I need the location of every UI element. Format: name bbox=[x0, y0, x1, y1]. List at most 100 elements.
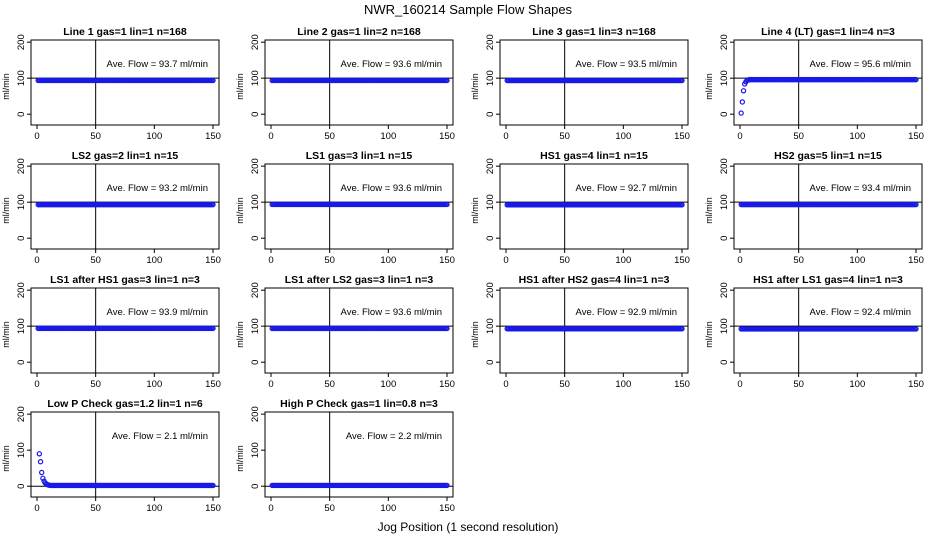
y-tick-label: 0 bbox=[719, 360, 730, 365]
panel-grid: Line 1 gas=1 lin=1 n=168 0 50 100 150 0 100 200… bbox=[1, 26, 924, 514]
x-tick-label: 100 bbox=[146, 379, 162, 390]
y-tick-label: 200 bbox=[250, 406, 261, 422]
plot-frame bbox=[264, 39, 454, 126]
x-tick-label: 50 bbox=[324, 379, 335, 390]
data-point bbox=[210, 325, 216, 332]
y-tick-label: 0 bbox=[250, 236, 261, 241]
plot-frame bbox=[264, 287, 454, 374]
y-axis-label: ml/min bbox=[470, 197, 480, 224]
y-tick-label: 100 bbox=[485, 194, 496, 210]
data-point bbox=[444, 325, 450, 332]
y-tick-label: 100 bbox=[250, 318, 261, 334]
y-axis-label: ml/min bbox=[235, 73, 245, 100]
plot-frame bbox=[499, 163, 689, 250]
average-flow-annotation: Ave. Flow = 93.6 ml/min bbox=[341, 307, 442, 318]
y-tick-label: 200 bbox=[485, 282, 496, 298]
panel-title: LS1 after HS1 gas=3 lin=1 n=3 bbox=[50, 274, 200, 286]
panel-14: High P Check gas=1 lin=0.8 n=3 0 50 100 150 0… bbox=[235, 398, 455, 514]
y-tick-label: 100 bbox=[719, 70, 730, 86]
x-tick-label: 150 bbox=[674, 131, 690, 142]
x-tick-label: 50 bbox=[90, 503, 101, 514]
y-tick-label: 200 bbox=[16, 282, 27, 298]
panel-6: LS1 gas=3 lin=1 n=15 0 50 100 150 0 100 200 ml/m… bbox=[235, 150, 455, 266]
panel-3: Line 3 gas=1 lin=3 n=168 0 50 100 150 0 100 200… bbox=[470, 26, 690, 142]
x-tick-label: 150 bbox=[205, 379, 221, 390]
x-tick-label: 100 bbox=[146, 503, 162, 514]
plot-frame bbox=[30, 411, 220, 498]
x-tick-label: 150 bbox=[439, 255, 455, 266]
average-flow-annotation: Ave. Flow = 92.9 ml/min bbox=[576, 307, 677, 318]
y-tick-label: 100 bbox=[719, 194, 730, 210]
panel-title: Line 4 (LT) gas=1 lin=4 n=3 bbox=[761, 26, 895, 38]
x-tick-label: 150 bbox=[439, 503, 455, 514]
y-axis-label: ml/min bbox=[704, 321, 714, 348]
data-point bbox=[37, 459, 44, 465]
y-tick-label: 100 bbox=[16, 442, 27, 458]
panel-12: HS1 after LS1 gas=4 lin=1 n=3 0 50 100 150 0 1… bbox=[704, 274, 924, 390]
x-tick-label: 0 bbox=[503, 379, 508, 390]
average-flow-annotation: Ave. Flow = 93.9 ml/min bbox=[107, 307, 208, 318]
y-tick-label: 0 bbox=[719, 236, 730, 241]
x-tick-label: 0 bbox=[34, 255, 39, 266]
y-tick-label: 200 bbox=[16, 34, 27, 50]
x-tick-label: 100 bbox=[380, 503, 396, 514]
panel-title: High P Check gas=1 lin=0.8 n=3 bbox=[280, 398, 438, 410]
data-point bbox=[210, 77, 216, 84]
panel-title: LS1 gas=3 lin=1 n=15 bbox=[306, 150, 413, 162]
plot-frame bbox=[733, 163, 923, 250]
data-point bbox=[679, 77, 685, 84]
y-tick-label: 200 bbox=[16, 158, 27, 174]
data-point bbox=[738, 110, 744, 116]
y-tick-label: 0 bbox=[485, 236, 496, 241]
x-tick-label: 0 bbox=[503, 131, 508, 142]
y-tick-label: 200 bbox=[250, 158, 261, 174]
x-tick-label: 50 bbox=[90, 131, 101, 142]
y-tick-label: 200 bbox=[250, 282, 261, 298]
x-tick-label: 50 bbox=[559, 379, 570, 390]
y-tick-label: 100 bbox=[719, 318, 730, 334]
y-tick-label: 100 bbox=[250, 70, 261, 86]
y-axis-label: ml/min bbox=[470, 321, 480, 348]
data-point bbox=[739, 99, 746, 105]
y-tick-label: 100 bbox=[485, 318, 496, 334]
y-tick-label: 100 bbox=[250, 194, 261, 210]
x-tick-label: 0 bbox=[268, 503, 273, 514]
plot-frame bbox=[30, 163, 220, 250]
y-axis-label: ml/min bbox=[1, 73, 11, 100]
x-tick-label: 100 bbox=[849, 255, 865, 266]
x-tick-label: 150 bbox=[205, 503, 221, 514]
panel-7: HS1 gas=4 lin=1 n=15 0 50 100 150 0 100 200 ml/m… bbox=[470, 150, 690, 266]
x-tick-label: 0 bbox=[737, 255, 742, 266]
y-tick-label: 0 bbox=[485, 360, 496, 365]
x-tick-label: 100 bbox=[849, 131, 865, 142]
data-point bbox=[40, 475, 46, 481]
y-tick-label: 100 bbox=[16, 318, 27, 334]
x-tick-label: 50 bbox=[90, 255, 101, 266]
y-tick-label: 100 bbox=[16, 70, 27, 86]
plot-frame bbox=[30, 39, 220, 126]
y-axis-label: ml/min bbox=[1, 445, 11, 472]
y-tick-label: 0 bbox=[16, 484, 27, 489]
y-tick-label: 0 bbox=[16, 236, 27, 241]
average-flow-annotation: Ave. Flow = 92.7 ml/min bbox=[576, 183, 677, 194]
plot-frame bbox=[499, 287, 689, 374]
panel-title: HS2 gas=5 lin=1 n=15 bbox=[774, 150, 882, 162]
y-tick-label: 200 bbox=[250, 34, 261, 50]
x-tick-label: 50 bbox=[793, 255, 804, 266]
panel-title: Line 3 gas=1 lin=3 n=168 bbox=[532, 26, 656, 38]
y-tick-label: 200 bbox=[16, 406, 27, 422]
panel-11: HS1 after HS2 gas=4 lin=1 n=3 0 50 100 150 0 1… bbox=[470, 274, 690, 390]
average-flow-annotation: Ave. Flow = 93.5 ml/min bbox=[576, 59, 677, 70]
x-tick-label: 0 bbox=[737, 379, 742, 390]
y-axis-label: ml/min bbox=[470, 73, 480, 100]
x-tick-label: 0 bbox=[34, 503, 39, 514]
data-point bbox=[740, 88, 747, 94]
y-tick-label: 200 bbox=[719, 158, 730, 174]
y-tick-label: 0 bbox=[16, 360, 27, 365]
x-tick-label: 150 bbox=[439, 379, 455, 390]
y-tick-label: 200 bbox=[485, 34, 496, 50]
panel-title: HS1 after LS1 gas=4 lin=1 n=3 bbox=[753, 274, 903, 286]
average-flow-annotation: Ave. Flow = 93.6 ml/min bbox=[341, 59, 442, 70]
y-tick-label: 0 bbox=[250, 484, 261, 489]
